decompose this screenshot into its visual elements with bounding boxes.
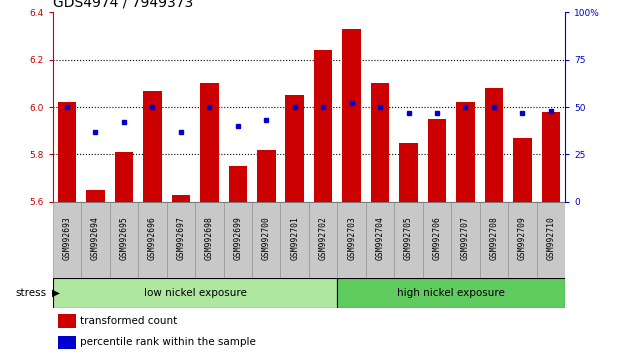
Text: GSM992700: GSM992700 [262, 216, 271, 260]
Text: GSM992705: GSM992705 [404, 216, 413, 260]
Bar [537, 202, 565, 278]
Text: GSM992706: GSM992706 [433, 216, 442, 260]
Bar [166, 202, 195, 278]
Text: transformed count: transformed count [81, 316, 178, 326]
Text: GSM992709: GSM992709 [518, 216, 527, 260]
Text: GSM992697: GSM992697 [176, 216, 185, 260]
Bar [200, 84, 219, 202]
Bar [542, 112, 560, 202]
Bar [451, 202, 480, 278]
Bar [485, 88, 503, 202]
Bar [366, 202, 394, 278]
Bar [342, 29, 361, 202]
Text: GSM992696: GSM992696 [148, 216, 157, 260]
Text: GSM992708: GSM992708 [489, 216, 499, 260]
Bar [428, 119, 446, 202]
Text: GSM992695: GSM992695 [119, 216, 129, 260]
Bar [508, 202, 537, 278]
Bar [252, 202, 281, 278]
Bar [229, 166, 247, 202]
Bar [195, 202, 224, 278]
Bar [371, 84, 389, 202]
Bar [110, 202, 138, 278]
Bar [337, 202, 366, 278]
Text: percentile rank within the sample: percentile rank within the sample [81, 337, 256, 347]
Text: GSM992710: GSM992710 [546, 216, 555, 260]
Text: GSM992707: GSM992707 [461, 216, 470, 260]
Bar [143, 91, 161, 202]
Bar [480, 202, 508, 278]
Bar [58, 336, 76, 349]
Text: GDS4974 / 7949373: GDS4974 / 7949373 [53, 0, 193, 10]
Text: GSM992702: GSM992702 [319, 216, 328, 260]
Text: GSM992703: GSM992703 [347, 216, 356, 260]
Bar [138, 202, 166, 278]
Bar [423, 202, 451, 278]
Bar [281, 202, 309, 278]
Bar [394, 202, 423, 278]
Bar [86, 190, 105, 202]
Text: GSM992704: GSM992704 [376, 216, 384, 260]
Bar [171, 195, 190, 202]
Bar [81, 202, 110, 278]
Text: GSM992698: GSM992698 [205, 216, 214, 260]
Bar [53, 202, 81, 278]
Bar [58, 314, 76, 328]
Bar [314, 50, 332, 202]
Bar [224, 202, 252, 278]
Bar [53, 278, 337, 308]
Text: GSM992699: GSM992699 [233, 216, 242, 260]
Text: GSM992701: GSM992701 [290, 216, 299, 260]
Bar [58, 102, 76, 202]
Bar [115, 152, 133, 202]
Text: GSM992693: GSM992693 [63, 216, 71, 260]
Bar [309, 202, 337, 278]
Bar [399, 143, 418, 202]
Text: stress: stress [16, 288, 47, 298]
Bar [337, 278, 565, 308]
Bar [456, 102, 474, 202]
Text: low nickel exposure: low nickel exposure [143, 288, 247, 298]
Text: GSM992694: GSM992694 [91, 216, 100, 260]
Bar [286, 95, 304, 202]
Bar [513, 138, 532, 202]
Text: ▶: ▶ [52, 288, 60, 298]
Bar [257, 150, 276, 202]
Text: high nickel exposure: high nickel exposure [397, 288, 505, 298]
